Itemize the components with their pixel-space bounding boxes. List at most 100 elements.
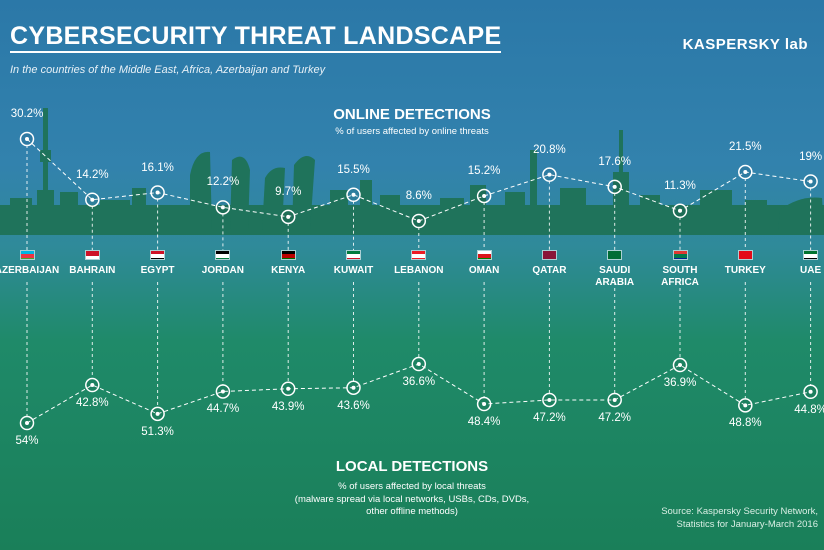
flag-oman-icon	[476, 250, 492, 260]
online-value-label: 19%	[799, 150, 823, 163]
country-label-line: JORDAN	[201, 265, 244, 276]
country-label-line: KENYA	[271, 265, 306, 276]
country-label-line: KUWAIT	[333, 265, 374, 276]
online-point	[678, 208, 682, 213]
local-value-label: 36.6%	[402, 376, 436, 388]
local-point	[678, 363, 682, 368]
online-point	[351, 192, 356, 197]
local-value-label: 54%	[15, 435, 39, 447]
country-label-line: TURKEY	[724, 265, 766, 276]
online-point	[612, 184, 617, 189]
local-value-label: 42.8%	[75, 397, 109, 410]
country-label: KUWAIT	[319, 265, 389, 277]
local-value-label: 43.9%	[271, 400, 305, 413]
country-label-line: UAE	[800, 265, 822, 276]
online-detections-subtitle: % of users affected by online threats	[335, 126, 489, 137]
country-label-line: LEBANON	[394, 265, 444, 276]
online-value-label: 15.5%	[337, 163, 370, 176]
online-value-label: 12.2%	[206, 176, 240, 189]
flag-azerbaijan-icon	[19, 250, 35, 260]
online-value-label: 8.6%	[405, 190, 432, 202]
local-value-label: 44.7%	[206, 403, 240, 416]
online-value-label: 14.2%	[75, 168, 109, 181]
online-point	[155, 190, 160, 195]
local-point	[25, 421, 29, 425]
online-value-label: 11.3%	[664, 179, 696, 192]
country-label: SAUDI ARABIA	[580, 265, 650, 289]
online-point	[547, 172, 552, 177]
country-label: OMAN	[449, 265, 519, 277]
local-point	[808, 389, 813, 394]
flag-saudi-arabia-icon	[607, 250, 623, 260]
online-value-label: 15.2%	[467, 164, 501, 177]
local-point	[482, 402, 487, 407]
local-point	[155, 411, 160, 416]
online-value-label: 21.5%	[728, 141, 762, 154]
local-value-label: 36.9%	[663, 377, 697, 390]
country-label: KENYA	[253, 265, 323, 277]
flag-kenya-icon	[280, 250, 296, 260]
country-label: TURKEY	[710, 265, 780, 277]
country-label: LEBANON	[384, 265, 454, 277]
online-point	[90, 197, 95, 202]
local-series-line	[26, 363, 811, 424]
local-value-label: 48.8%	[728, 417, 762, 430]
online-value-label: 16.1%	[141, 161, 174, 174]
source-line-1: Source: Kaspersky Security Network,	[661, 506, 818, 517]
flag-bahrain-icon	[84, 250, 100, 260]
online-detections-title: ONLINE DETECTIONS	[333, 106, 491, 123]
online-point	[482, 193, 487, 198]
country-label: SOUTH AFRICA	[645, 265, 715, 289]
country-label: AZERBAIJAN	[0, 265, 62, 277]
local-point	[547, 397, 552, 402]
local-subtitle-line-3: other offline methods)	[366, 506, 458, 517]
local-detections-title: LOCAL DETECTIONS	[335, 458, 489, 475]
local-value-label: 43.6%	[337, 399, 370, 412]
flag-uae-icon	[803, 250, 819, 260]
country-label: UAE	[776, 265, 824, 277]
country-label-line: QATAR	[532, 265, 567, 276]
country-label-line: EGYPT	[140, 265, 175, 276]
flag-egypt-icon	[150, 250, 166, 260]
page-subtitle: In the countries of the Middle East, Afr…	[10, 64, 326, 76]
flag-turkey-icon	[737, 250, 753, 260]
online-value-label: 20.8%	[533, 143, 566, 156]
online-point	[743, 170, 748, 175]
local-point	[612, 397, 617, 402]
local-point	[220, 389, 225, 394]
local-detections-subtitle: % of users affected by local threats (ma…	[262, 481, 562, 519]
country-label: EGYPT	[123, 265, 193, 277]
flag-lebanon-icon	[411, 250, 427, 260]
online-value-label: 9.7%	[275, 185, 302, 198]
local-point	[416, 362, 421, 366]
online-point	[416, 219, 421, 223]
country-label-line: AZERBAIJAN	[0, 265, 60, 276]
online-point	[808, 179, 813, 184]
flag-kuwait-icon	[346, 250, 361, 260]
country-label-line: OMAN	[468, 265, 500, 276]
source-note: Source: Kaspersky Security Network, Stat…	[661, 505, 818, 531]
country-label: JORDAN	[188, 265, 258, 277]
flag-south-africa-icon	[672, 250, 688, 260]
country-label-line: SOUTH	[662, 265, 698, 276]
online-point	[25, 137, 29, 141]
source-line-2: Statistics for January-March 2016	[676, 519, 818, 530]
online-point	[286, 214, 291, 219]
local-value-label: 51.3%	[141, 425, 174, 438]
local-subtitle-line-2: (malware spread via local networks, USBs…	[294, 493, 530, 505]
online-value-label: 30.2%	[10, 108, 44, 120]
local-subtitle-line-1: % of users affected by local threats	[338, 481, 486, 492]
brand-logo: KASPERSKY lab	[682, 36, 808, 53]
local-point	[286, 386, 291, 391]
country-label-line: BAHRAIN	[69, 265, 116, 276]
country-label-line: SAUDI	[599, 265, 631, 276]
online-value-label: 17.6%	[598, 155, 631, 168]
country-label: BAHRAIN	[57, 265, 127, 277]
local-value-label: 47.2%	[598, 411, 631, 424]
online-point	[220, 205, 225, 210]
country-label: QATAR	[514, 265, 584, 277]
flag-jordan-icon	[215, 250, 231, 260]
local-point	[743, 403, 748, 408]
